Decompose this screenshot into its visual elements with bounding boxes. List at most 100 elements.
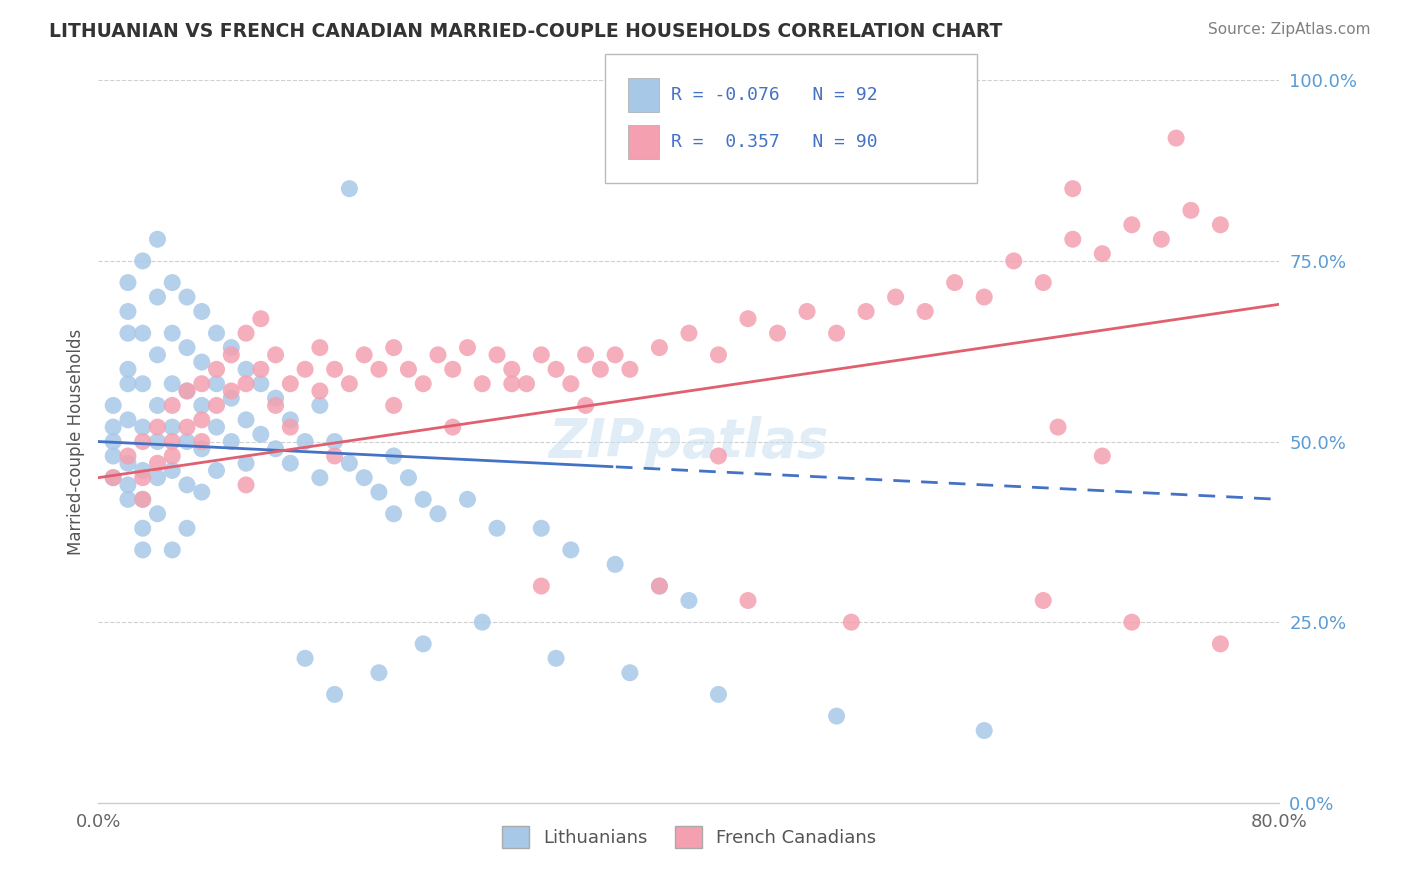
Point	[1062, 182, 1084, 196]
Point	[678, 593, 700, 607]
Point	[132, 470, 155, 484]
Point	[176, 341, 198, 355]
Point	[368, 362, 391, 376]
Point	[117, 413, 139, 427]
Point	[280, 376, 302, 391]
Point	[575, 348, 598, 362]
Point	[132, 521, 155, 535]
Point	[546, 362, 568, 376]
Point	[1091, 246, 1114, 260]
Point	[339, 182, 361, 196]
Point	[943, 276, 966, 290]
Point	[648, 579, 671, 593]
Point	[1209, 218, 1232, 232]
Point	[323, 434, 346, 449]
Point	[132, 434, 155, 449]
Point	[1002, 253, 1025, 268]
Point	[132, 253, 155, 268]
Point	[353, 348, 375, 362]
Point	[162, 326, 183, 340]
Point	[353, 470, 375, 484]
Point	[235, 362, 257, 376]
Point	[1032, 276, 1054, 290]
Point	[368, 485, 391, 500]
Point	[737, 593, 759, 607]
Point	[162, 434, 183, 449]
Point	[205, 420, 228, 434]
Point	[191, 355, 214, 369]
Point	[162, 376, 183, 391]
Point	[191, 304, 214, 318]
Point	[205, 326, 228, 340]
Point	[1150, 232, 1173, 246]
Text: Source: ZipAtlas.com: Source: ZipAtlas.com	[1208, 22, 1371, 37]
Point	[162, 420, 183, 434]
Point	[546, 651, 568, 665]
Point	[117, 376, 139, 391]
Point	[176, 521, 198, 535]
Point	[264, 398, 287, 412]
Point	[707, 348, 730, 362]
Text: LITHUANIAN VS FRENCH CANADIAN MARRIED-COUPLE HOUSEHOLDS CORRELATION CHART: LITHUANIAN VS FRENCH CANADIAN MARRIED-CO…	[49, 22, 1002, 41]
Point	[221, 348, 243, 362]
Point	[339, 376, 361, 391]
Point	[103, 449, 125, 463]
Point	[162, 276, 183, 290]
Point	[648, 341, 671, 355]
Point	[250, 362, 273, 376]
Point	[973, 723, 995, 738]
Point	[309, 341, 332, 355]
Point	[132, 463, 155, 477]
Point	[382, 449, 405, 463]
Point	[221, 341, 243, 355]
Point	[235, 478, 257, 492]
Point	[205, 463, 228, 477]
Point	[221, 434, 243, 449]
Point	[176, 420, 198, 434]
Point	[176, 434, 198, 449]
Point	[117, 326, 139, 340]
Point	[205, 362, 228, 376]
Point	[619, 665, 641, 680]
Text: R = -0.076   N = 92: R = -0.076 N = 92	[671, 86, 877, 103]
Point	[471, 376, 494, 391]
Point	[264, 442, 287, 456]
Point	[825, 709, 848, 723]
Point	[103, 470, 125, 484]
Point	[441, 420, 464, 434]
Point	[191, 442, 214, 456]
Point	[132, 492, 155, 507]
Point	[146, 434, 169, 449]
Point	[132, 492, 155, 507]
Point	[146, 290, 169, 304]
Point	[146, 507, 169, 521]
Point	[103, 420, 125, 434]
Point	[221, 391, 243, 405]
Point	[486, 348, 509, 362]
Point	[1121, 615, 1143, 630]
Point	[191, 398, 214, 412]
Point	[205, 376, 228, 391]
Point	[619, 362, 641, 376]
Point	[382, 398, 405, 412]
Point	[103, 398, 125, 412]
Point	[501, 362, 523, 376]
Point	[398, 362, 420, 376]
Point	[103, 470, 125, 484]
Point	[796, 304, 818, 318]
Point	[605, 558, 627, 572]
Point	[471, 615, 494, 630]
Text: R =  0.357   N = 90: R = 0.357 N = 90	[671, 133, 877, 151]
Point	[146, 232, 169, 246]
Point	[117, 456, 139, 470]
Point	[250, 311, 273, 326]
Point	[1062, 232, 1084, 246]
Point	[707, 449, 730, 463]
Point	[235, 376, 257, 391]
Point	[530, 348, 553, 362]
Point	[235, 456, 257, 470]
Point	[162, 449, 183, 463]
Point	[412, 637, 434, 651]
Point	[294, 651, 316, 665]
Point	[1046, 420, 1070, 434]
